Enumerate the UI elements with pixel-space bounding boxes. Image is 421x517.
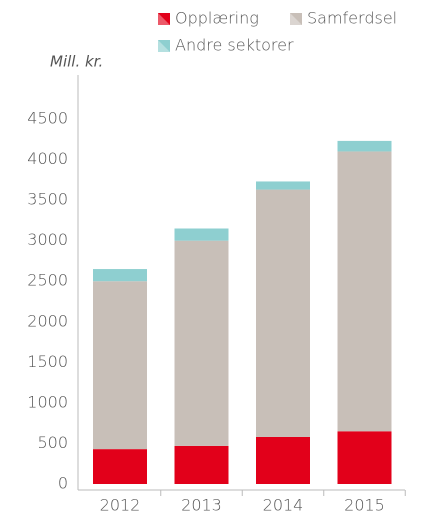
legend-swatch bbox=[158, 13, 170, 25]
legend-label: Andre sektorer bbox=[175, 36, 294, 55]
bar-segment bbox=[174, 228, 229, 241]
x-tick-label: 2012 bbox=[100, 496, 141, 515]
legend-swatch-shade bbox=[158, 40, 170, 52]
legend-swatch-shade bbox=[158, 13, 170, 25]
y-axis-label: Mill. kr. bbox=[50, 53, 103, 71]
bar-segment bbox=[337, 431, 392, 484]
legend-swatch bbox=[158, 40, 170, 52]
y-tick-label: 2500 bbox=[27, 271, 68, 290]
y-tick-label: 1500 bbox=[27, 352, 68, 371]
bar-segment bbox=[93, 281, 147, 450]
y-tick-label: 3000 bbox=[27, 230, 68, 249]
y-tick-label: 1000 bbox=[27, 392, 68, 411]
bar-segment bbox=[256, 436, 310, 484]
bar-segment bbox=[93, 269, 147, 282]
bar-segment bbox=[256, 189, 310, 437]
bar-segment bbox=[174, 445, 229, 484]
y-tick-label: 3500 bbox=[27, 190, 68, 209]
y-tick-label: 0 bbox=[58, 474, 68, 493]
legend-label: Opplæring bbox=[175, 9, 259, 28]
x-tick-label: 2013 bbox=[181, 496, 222, 515]
y-tick-label: 500 bbox=[37, 433, 68, 452]
y-tick-label: 2000 bbox=[27, 311, 68, 330]
bar-segment bbox=[256, 181, 310, 190]
bar-segment bbox=[174, 240, 229, 446]
legend-swatch-shade bbox=[290, 13, 302, 25]
x-tick-label: 2014 bbox=[263, 496, 304, 515]
bar-segment bbox=[93, 449, 147, 484]
legend-swatch bbox=[290, 13, 302, 25]
y-tick-label: 4500 bbox=[27, 109, 68, 128]
y-tick-label: 4000 bbox=[27, 149, 68, 168]
x-tick-label: 2015 bbox=[344, 496, 385, 515]
legend-label: Samferdsel bbox=[307, 9, 397, 28]
bar-segment bbox=[337, 140, 392, 152]
bar-segment bbox=[337, 151, 392, 432]
